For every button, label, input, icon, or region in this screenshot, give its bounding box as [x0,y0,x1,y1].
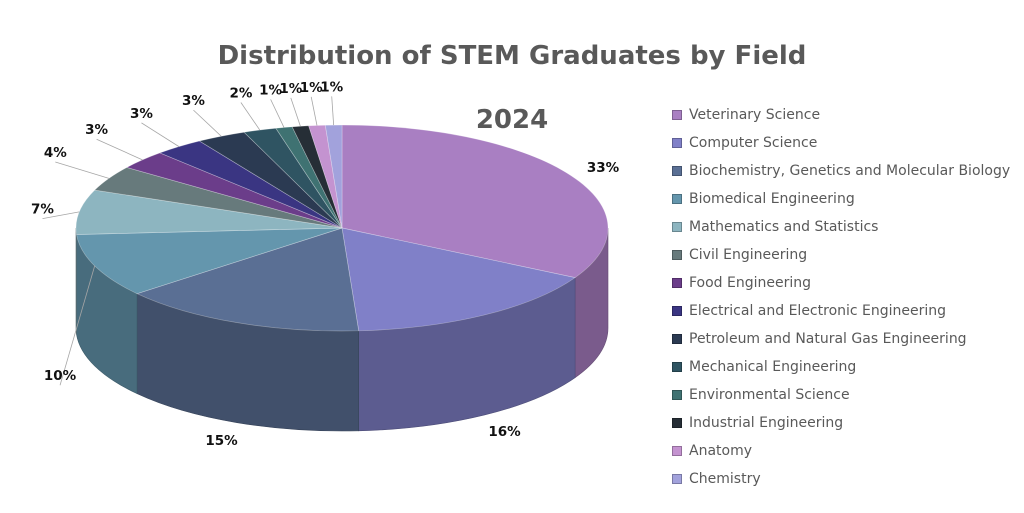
data-label-biochemistry-genetics-and-molecular-biology: 15% [205,433,238,449]
leader-line-electrical-and-electronic-engineering [141,122,180,147]
leader-line-chemistry [331,96,335,126]
legend-label: Food Engineering [689,275,812,291]
data-label-veterinary-science: 33% [587,160,620,176]
slice-environmental-science [275,126,343,229]
data-label-mathematics-and-statistics: 7% [31,202,54,218]
legend-swatch [672,390,682,400]
legend-label: Anatomy [689,443,753,459]
legend-item-anatomy: Anatomy [672,437,1010,465]
legend-label: Veterinary Science [689,107,821,123]
chart-title-text: Distribution of STEM Graduates by Field [217,41,807,71]
data-label-environmental-science: 1% [259,82,282,98]
legend-swatch [672,222,682,232]
slice-computer-science [341,227,576,332]
data-label-electrical-and-electronic-engineering: 3% [130,106,153,122]
leader-lines [42,96,335,386]
legend-label: Civil Engineering [689,247,808,263]
pie-chart: 33%16%15%10%7%4%3%3%3% 2% 1%1%1%1% [31,79,620,448]
legend-item-petroleum-and-natural-gas-engineering: Petroleum and Natural Gas Engineering [672,325,1010,353]
legend-item-chemistry: Chemistry [672,465,1010,493]
legend-label: Biochemistry, Genetics and Molecular Bio… [689,163,1011,179]
pie-sides [75,227,609,432]
legend-item-industrial-engineering: Industrial Engineering [672,409,1010,437]
legend-swatch [672,362,682,372]
leader-line-petroleum-and-natural-gas-engineering [193,109,222,137]
legend-swatch [672,110,682,120]
legend-item-environmental-science: Environmental Science [672,381,1010,409]
legend-swatch [672,194,682,204]
data-label-biomedical-engineering: 10% [44,368,77,384]
legend-item-mechanical-engineering: Mechanical Engineering [672,353,1010,381]
leader-line-industrial-engineering [290,97,301,127]
legend-label: Mechanical Engineering [689,359,857,375]
legend-label: Petroleum and Natural Gas Engineering [689,331,967,347]
slice-mechanical-engineering [243,127,343,229]
data-label-chemistry: 1% [320,79,343,95]
legend-swatch [672,250,682,260]
legend-label: Electrical and Electronic Engineering [689,303,947,319]
legend-item-biomedical-engineering: Biomedical Engineering [672,185,1010,213]
legend-label: Computer Science [689,135,818,151]
data-label-civil-engineering: 4% [44,145,67,161]
slice-biochemistry-genetics-and-molecular-biology [136,227,360,332]
leader-line-food-engineering [96,138,143,161]
data-label-mechanical-engineering: 2% [229,86,252,102]
slice-side-mathematics-and-statistics [75,227,77,335]
legend-item-biochemistry-genetics-and-molecular-biology: Biochemistry, Genetics and Molecular Bio… [672,157,1010,185]
legend-swatch [672,306,682,316]
leader-line-civil-engineering [55,161,110,179]
legend-swatch [672,334,682,344]
pie-tops [75,124,609,332]
legend-label: Industrial Engineering [689,415,844,431]
leader-line-biomedical-engineering [59,265,96,386]
legend-item-food-engineering: Food Engineering [672,269,1010,297]
slice-food-engineering [125,152,343,229]
legend-item-electrical-and-electronic-engineering: Electrical and Electronic Engineering [672,297,1010,325]
legend-swatch [672,418,682,428]
slice-veterinary-science [341,124,609,278]
leader-line-environmental-science [270,99,285,128]
legend-swatch [672,446,682,456]
data-label-food-engineering: 3% [85,122,108,138]
legend-item-computer-science: Computer Science [672,129,1010,157]
legend-swatch [672,138,682,148]
legend: Veterinary Science Computer Science Bioche… [672,101,1010,493]
legend-label: Chemistry [689,471,761,487]
legend-swatch [672,474,682,484]
legend-item-mathematics-and-statistics: Mathematics and Statistics [672,213,1010,241]
data-label-computer-science: 16% [488,424,521,440]
slice-biomedical-engineering [76,227,343,295]
legend-label: Biomedical Engineering [689,191,855,207]
chart-subtitle-text: 2024 [475,105,549,135]
leader-line-anatomy [310,96,318,126]
data-label-industrial-engineering: 1% [279,81,302,97]
data-label-petroleum-and-natural-gas-engineering: 3% [182,93,205,109]
legend-label: Environmental Science [689,387,850,403]
chart-title: Distribution of STEM Graduates by Field … [0,8,1024,168]
data-label-anatomy: 1% [300,80,323,96]
legend-item-veterinary-science: Veterinary Science [672,101,1010,129]
data-labels: 33%16%15%10%7%4%3%3%3% 2% 1%1%1%1% [31,79,620,448]
leader-line-mechanical-engineering [240,102,261,131]
leader-line-mathematics-and-statistics [42,211,80,220]
legend-swatch [672,278,682,288]
legend-label: Mathematics and Statistics [689,219,879,235]
legend-swatch [672,166,682,176]
slice-mathematics-and-statistics [75,189,343,235]
legend-item-civil-engineering: Civil Engineering [672,241,1010,269]
slice-civil-engineering [93,167,343,229]
